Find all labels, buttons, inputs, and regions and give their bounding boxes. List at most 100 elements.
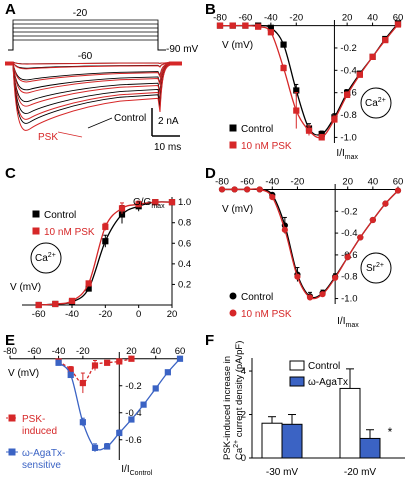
category-label: -30 mV: [266, 467, 299, 478]
y-tick-label: -0.4: [125, 408, 141, 419]
data-point: [102, 223, 109, 230]
psk-current-trace: [5, 63, 182, 107]
y-tick-label: -1.0: [340, 132, 356, 143]
data-point: [102, 238, 109, 245]
data-point: [140, 401, 147, 408]
y-tick-label: 4: [241, 366, 246, 377]
y-tick-label: -0.2: [125, 381, 141, 392]
data-point: [168, 199, 176, 206]
bar: [359, 437, 381, 459]
data-point: [319, 291, 326, 298]
y-tick-label: -0.8: [341, 272, 357, 283]
data-point: [344, 91, 351, 99]
x-tick-label: -40: [265, 176, 279, 187]
data-point: [306, 294, 314, 301]
legend-label-agatx: ω-AgaTx: [308, 377, 348, 388]
data-point: [85, 280, 92, 287]
data-point: [242, 22, 249, 29]
x-tick-label: 60: [393, 13, 404, 24]
x-tick-label: -20: [76, 346, 90, 357]
legend-label-control: Control: [241, 292, 273, 303]
data-point: [164, 369, 171, 376]
protocol-step-line: [8, 35, 166, 51]
bar: [261, 422, 283, 459]
data-point: [332, 274, 339, 281]
data-point: [229, 22, 236, 29]
data-point: [256, 186, 263, 193]
legend-marker-agatx: [8, 448, 16, 456]
x-axis-label: V (mV): [10, 282, 41, 293]
x-tick-label: 40: [368, 176, 379, 187]
control-trace-label: Control: [114, 113, 146, 124]
x-tick-label: -20: [98, 309, 112, 320]
data-point: [218, 186, 226, 193]
data-point: [104, 443, 111, 450]
legend-label-control: Control: [44, 210, 76, 221]
y-tick-label: 0.2: [178, 279, 191, 290]
data-point: [176, 355, 184, 362]
panel-label-a: A: [5, 1, 16, 18]
ion-label: Ca2+: [35, 252, 56, 264]
psk-current-trace: [5, 63, 182, 94]
legend-label-psk: 10 nM PSK: [241, 309, 292, 320]
ion-circle: [360, 87, 392, 119]
x-tick-label: 20: [126, 346, 137, 357]
psk-current-trace: [5, 61, 182, 65]
data-point: [369, 53, 376, 60]
data-point: [55, 359, 62, 366]
psk-current-trace: [5, 64, 182, 131]
protocol-step-line: [8, 39, 166, 51]
panel-label-e: E: [5, 332, 15, 349]
y-tick-label: 0.6: [178, 238, 191, 249]
data-point: [394, 21, 402, 28]
x-tick-label: -80: [3, 346, 17, 357]
data-point: [216, 22, 224, 29]
data-point: [280, 64, 287, 72]
legend-marker-psk: [8, 414, 16, 422]
data-point: [68, 297, 76, 304]
data-point: [357, 234, 364, 241]
data-point: [344, 253, 351, 261]
x-tick-label: -60: [239, 13, 253, 24]
x-tick-label: 20: [342, 176, 353, 187]
data-point: [152, 385, 159, 392]
protocol-step-line: [8, 31, 166, 51]
y-tick-label: -1.0: [341, 294, 357, 305]
panel-label-c: C: [5, 165, 16, 182]
data-point: [128, 416, 135, 423]
y-tick-label: -0.4: [340, 65, 356, 76]
ion-label: Sr2+: [366, 262, 384, 274]
x-tick-label: -40: [65, 309, 79, 320]
legend-marker-control: [229, 292, 237, 300]
protocol-step-line: [8, 19, 166, 51]
y-tick-label: 0: [241, 453, 246, 464]
y-axis-label: I/Imax: [337, 316, 359, 329]
data-point: [294, 273, 301, 280]
y-tick-label: 0.8: [178, 218, 191, 229]
y-axis-label: I/IControl: [121, 464, 152, 477]
data-point: [128, 355, 135, 362]
data-point: [116, 429, 123, 437]
psk-current-trace: [5, 62, 182, 70]
x-tick-label: -80: [213, 13, 227, 24]
data-point: [135, 201, 142, 208]
data-point: [281, 226, 288, 233]
x-tick-label: -60: [240, 176, 254, 187]
y-axis-label-line2: Ca2+ current density (pA/pF): [233, 341, 245, 460]
data-point: [331, 116, 338, 123]
y-tick-label: 1.0: [178, 197, 191, 208]
holding-potential-label: -90 mV: [166, 44, 199, 55]
data-point: [67, 371, 74, 379]
x-axis-label: V (mV): [222, 204, 253, 215]
data-point: [244, 186, 251, 193]
data-point: [91, 444, 99, 451]
category-label: -20 mV: [344, 467, 377, 478]
data-point: [382, 37, 389, 44]
y-axis-label: G/Gmax: [133, 197, 165, 210]
ion-label: Ca2+: [365, 97, 386, 109]
data-point: [382, 200, 389, 207]
y-axis-label: PSK-induced increase in: [222, 356, 233, 460]
data-point: [104, 359, 111, 366]
data-point: [280, 41, 287, 48]
